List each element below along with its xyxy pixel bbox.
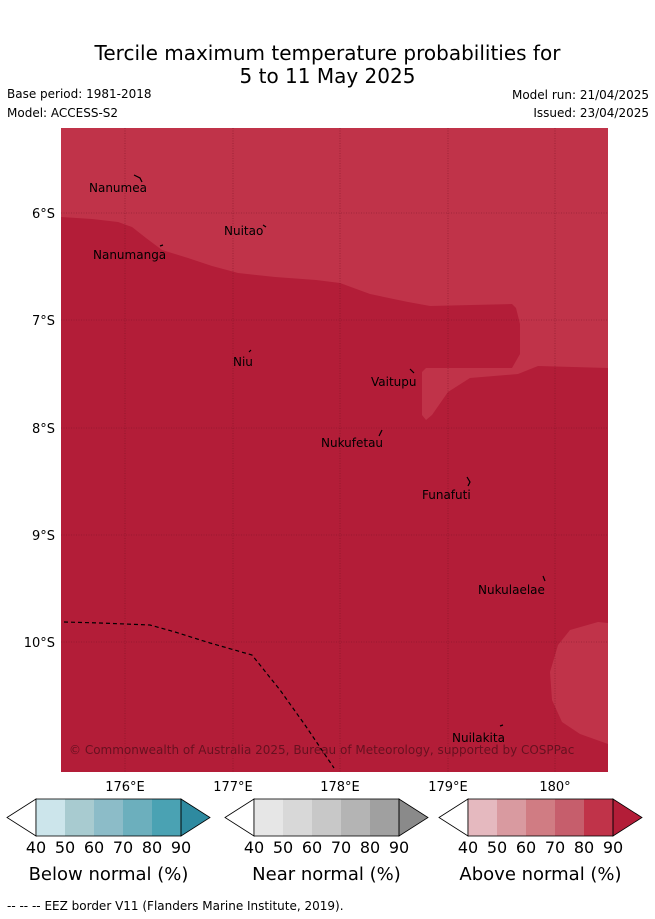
colorbar-tick-label: 50 (55, 838, 75, 857)
place-nuitao: Nuitao (224, 224, 263, 238)
place-nanumea: Nanumea (89, 181, 147, 195)
region-above-80-90-north (61, 128, 608, 420)
place-nanumanga: Nanumanga (93, 248, 166, 262)
colorbar-near-normal: 40 50 60 70 80 90 Near normal (%) (224, 798, 429, 885)
place-niu: Niu (233, 355, 253, 369)
colorbar-high-extend (398, 798, 429, 837)
place-funafuti: Funafuti (422, 488, 471, 502)
copyright-text: © Commonwealth of Australia 2025, Bureau… (69, 743, 574, 757)
colorbar-segment (370, 799, 399, 836)
colorbar-tick-label: 40 (458, 838, 478, 857)
colorbar-segment (152, 799, 181, 836)
region-above-80-90-southeast (550, 622, 608, 744)
colorbar-segment (65, 799, 94, 836)
colorbar-segment (123, 799, 152, 836)
colorbar-segment (283, 799, 312, 836)
colorbar-high-extend (612, 798, 643, 837)
title-line-2: 5 to 11 May 2025 (239, 64, 416, 88)
colorbar-above-normal: 40 50 60 70 80 90 Above normal (%) (438, 798, 643, 885)
lon-tick-177e: 177°E (213, 780, 253, 795)
colorbar-title: Near normal (%) (252, 864, 401, 885)
colorbar-segment (497, 799, 526, 836)
issued-date: Issued: 23/04/2025 (533, 106, 649, 120)
colorbar-below-normal: 40 50 60 70 80 90 Below normal (%) (6, 798, 211, 885)
lat-tick-10s: 10°S (24, 636, 55, 651)
colorbar-title: Above normal (%) (459, 864, 621, 885)
colorbar-tick-label: 60 (302, 838, 322, 857)
colorbar-tick-label: 70 (545, 838, 565, 857)
colorbar-low-extend (6, 798, 37, 837)
colorbar-tick-label: 50 (487, 838, 507, 857)
eez-legend-text: EEZ border V11 (Flanders Marine Institut… (44, 899, 344, 913)
colorbar-outline (467, 798, 614, 837)
model-run: Model run: 21/04/2025 (511, 88, 649, 102)
colorbar-tick-label: 80 (574, 838, 594, 857)
colorbar-segment (341, 799, 370, 836)
colorbar-tick-label: 80 (142, 838, 162, 857)
colorbar-segment (94, 799, 123, 836)
colorbar-tick-label: 40 (26, 838, 46, 857)
place-vaitupu: Vaitupu (371, 375, 417, 389)
colorbar-high-extend (180, 798, 211, 837)
colorbar-tick-label: 90 (603, 838, 623, 857)
lon-tick-179e: 179°E (428, 780, 468, 795)
eez-legend-symbol: -- -- -- (7, 899, 41, 913)
colorbar-segment (36, 799, 65, 836)
colorbar-segment (312, 799, 341, 836)
lat-tick-8s: 8°S (32, 422, 55, 437)
eez-border (63, 621, 335, 769)
colorbar-legends: 40 50 60 70 80 90 Below normal (%) 40 50 60 70 80 90… (6, 798, 643, 885)
eez-legend: -- -- -- EEZ border V11 (Flanders Marine… (7, 899, 344, 913)
colorbar-tick-label: 90 (389, 838, 409, 857)
lat-tick-9s: 9°S (32, 529, 55, 544)
colorbar-tick-label: 60 (516, 838, 536, 857)
colorbar-outline (253, 798, 400, 837)
lat-tick-6s: 6°S (32, 207, 55, 222)
colorbar-title: Below normal (%) (29, 864, 189, 885)
island-marks (133, 174, 546, 727)
colorbar-tick-label: 70 (331, 838, 351, 857)
base-period: Base period: 1981-2018 (7, 87, 152, 101)
title-line-1: Tercile maximum temperature probabilitie… (94, 41, 561, 65)
lon-tick-180: 180° (539, 780, 570, 795)
colorbar-tick-label: 40 (244, 838, 264, 857)
colorbar-low-extend (438, 798, 469, 837)
colorbar-outline (35, 798, 182, 837)
place-nukulaelae: Nukulaelae (478, 583, 545, 597)
place-nukufetau: Nukufetau (321, 436, 383, 450)
lon-tick-178e: 178°E (320, 780, 360, 795)
colorbar-segment (254, 799, 283, 836)
lon-tick-176e: 176°E (105, 780, 145, 795)
colorbar-tick-label: 70 (113, 838, 133, 857)
colorbar-segment (468, 799, 497, 836)
colorbar-segment (584, 799, 613, 836)
colorbar-low-extend (224, 798, 255, 837)
graticule (61, 128, 608, 772)
colorbar-tick-label: 90 (171, 838, 191, 857)
colorbar-tick-label: 80 (360, 838, 380, 857)
model-name: Model: ACCESS-S2 (7, 106, 119, 120)
place-nuilakita: Nuilakita (452, 731, 505, 745)
colorbar-tick-label: 60 (84, 838, 104, 857)
colorbar-segment (526, 799, 555, 836)
lat-tick-7s: 7°S (32, 314, 55, 329)
colorbar-segment (555, 799, 584, 836)
colorbar-tick-label: 50 (273, 838, 293, 857)
